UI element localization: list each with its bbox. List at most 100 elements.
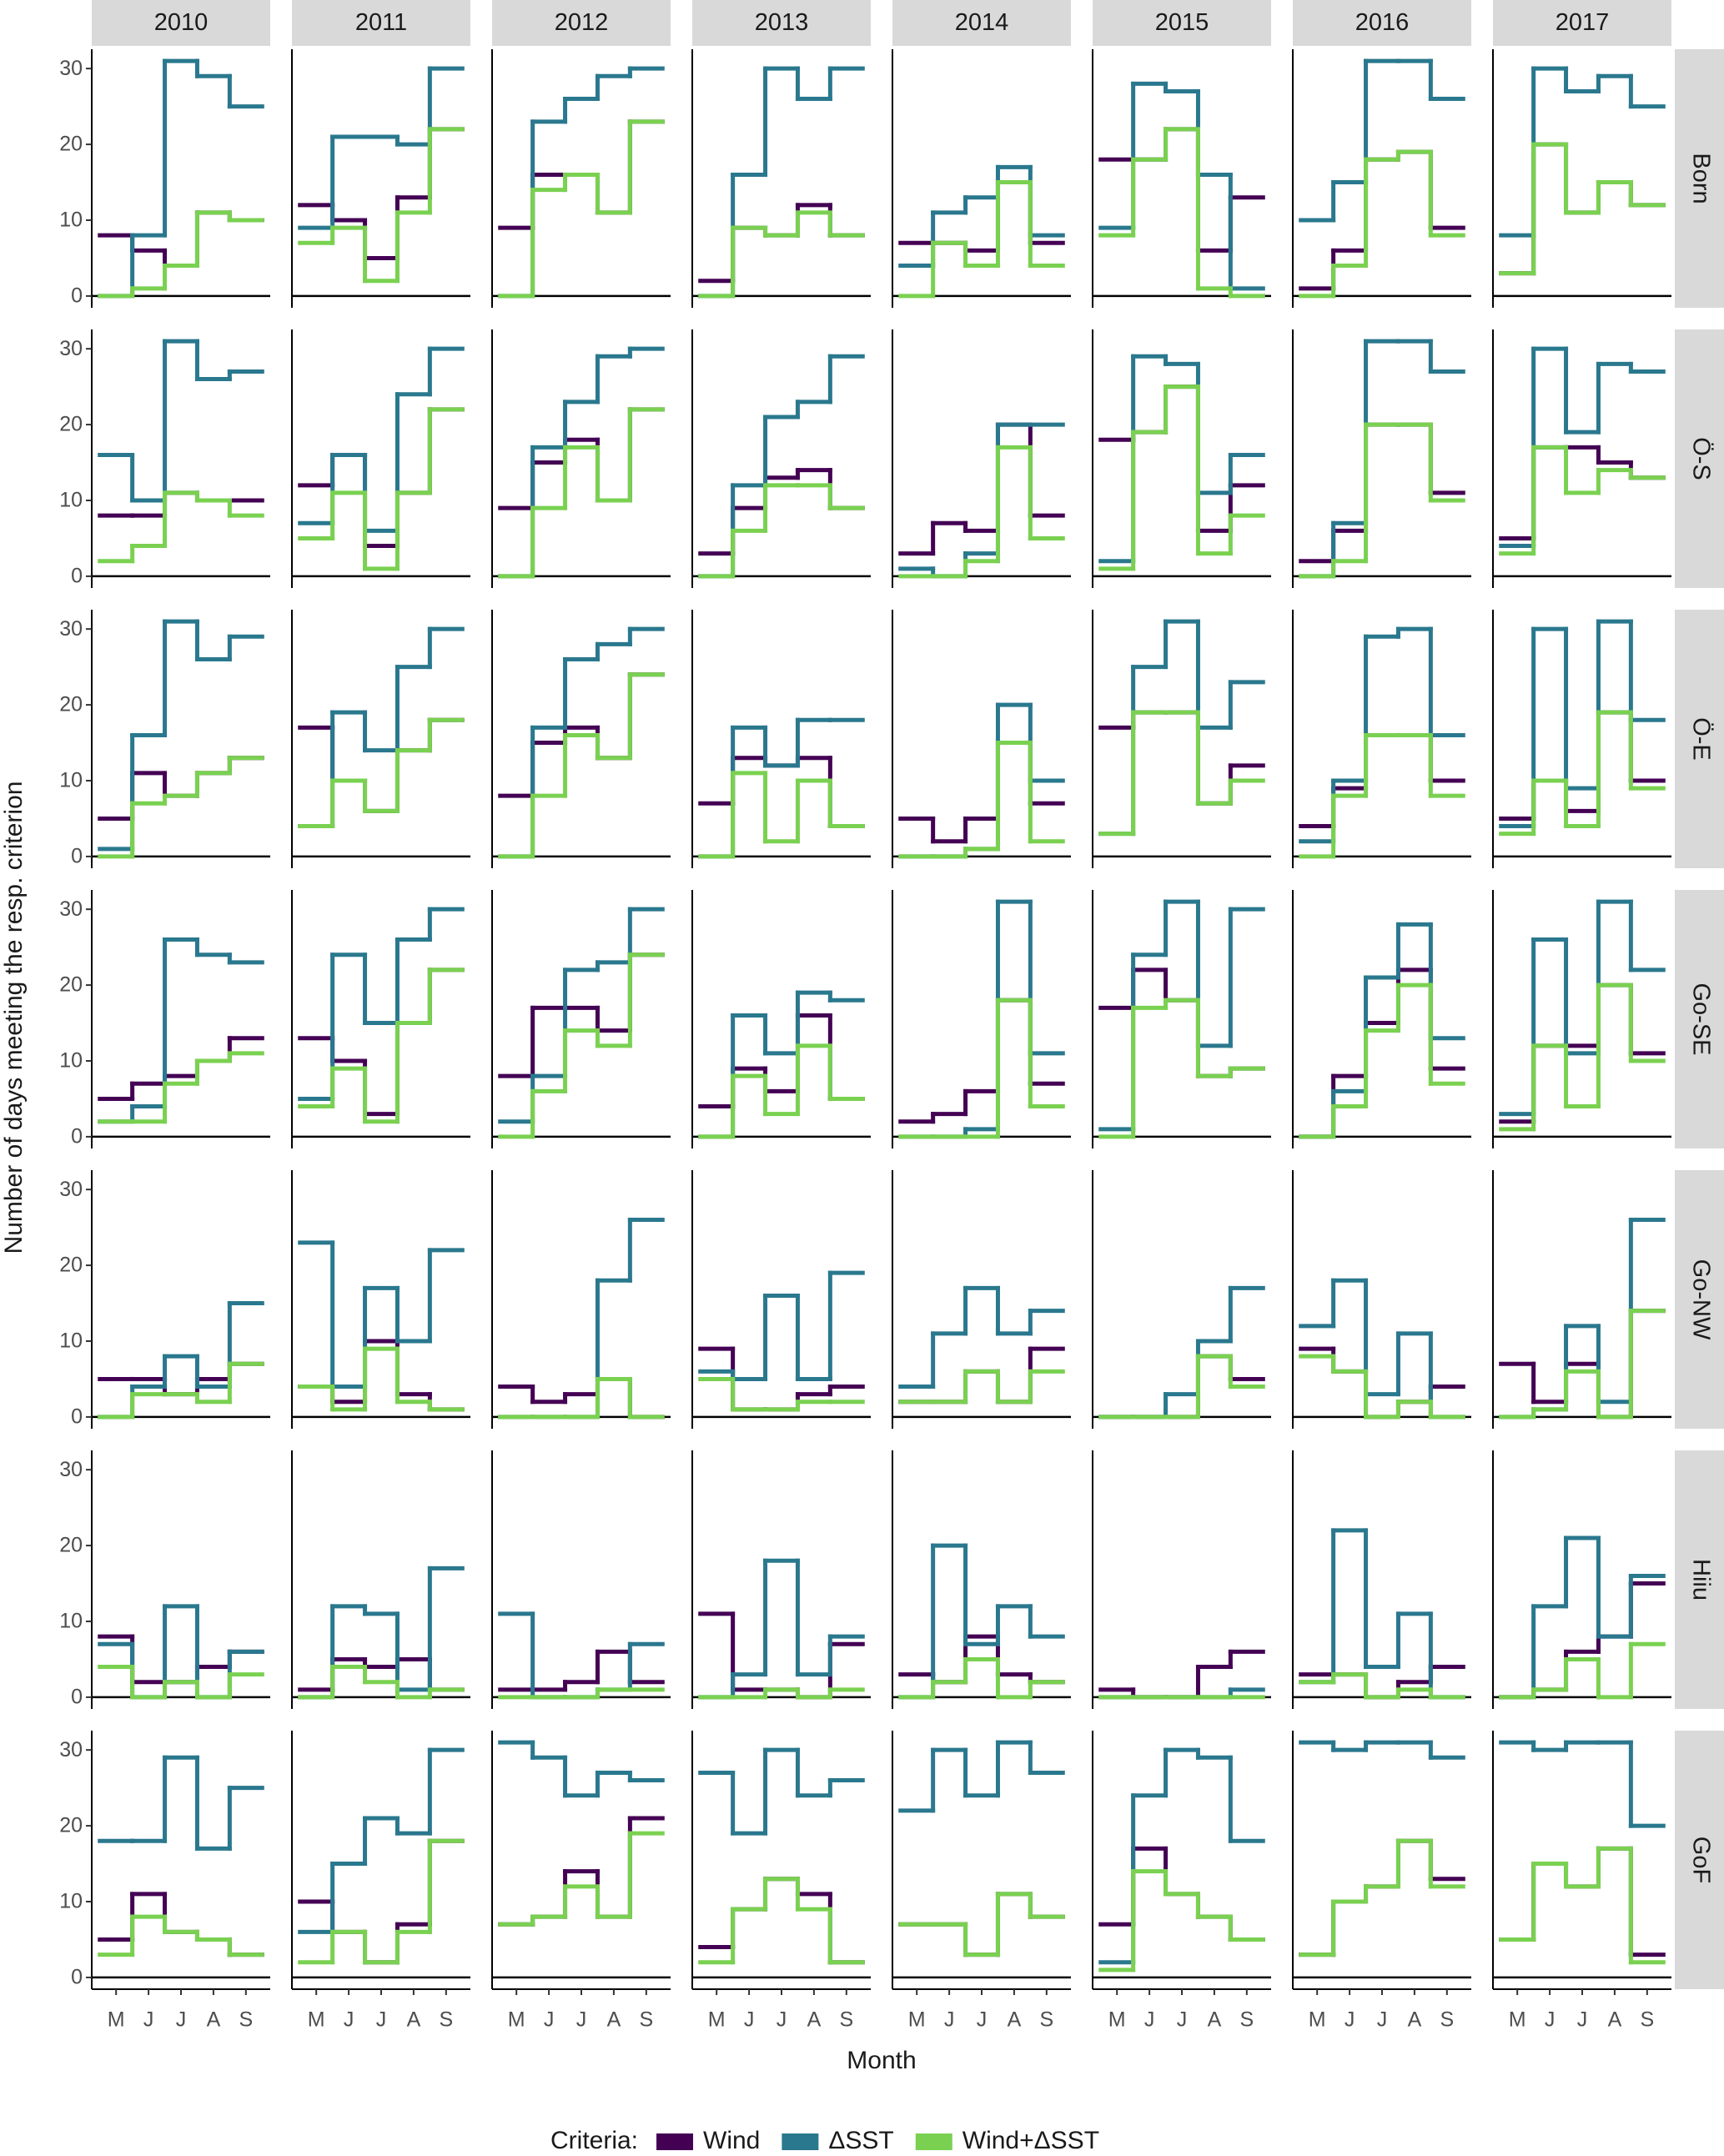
x-tick-label: M [908,2008,926,2032]
x-tick-label: A [1208,2008,1222,2032]
x-tick-label: A [207,2008,221,2032]
x-tick-label: S [1440,2008,1454,2032]
x-tick-label: J [744,2008,755,2032]
x-tick-label: A [1008,2008,1022,2032]
column-strip-label: 2016 [1355,9,1410,36]
column-strip-label: 2017 [1556,9,1610,36]
row-strip-label: GoF [1687,1837,1714,1883]
x-tick-label: M [108,2008,125,2032]
x-tick-label: J [977,2008,988,2032]
legend-title: Criteria: [550,2127,638,2154]
x-tick-label: J [376,2008,387,2032]
strip [1675,329,1724,588]
x-tick-label: J [176,2008,187,2032]
column-strip-label: 2015 [1155,9,1209,36]
y-tick-label: 10 [59,209,83,232]
strip [1093,0,1271,46]
x-tick-label: J [944,2008,955,2032]
y-tick-label: 30 [59,1458,83,1481]
y-tick-label: 30 [59,1178,83,1201]
y-tick-label: 10 [59,1329,83,1353]
row-strip-label: Ö-S [1687,437,1714,480]
strip [1293,0,1471,46]
y-tick-label: 30 [59,337,83,360]
x-tick-label: J [777,2008,787,2032]
row-strip-label: Hiiu [1687,1559,1714,1601]
strip [1675,49,1724,308]
y-tick-label: 0 [71,1966,83,1989]
y-tick-label: 30 [59,897,83,921]
y-tick-label: 10 [59,1610,83,1633]
y-tick-label: 20 [59,133,83,156]
strip [692,0,871,46]
strip [1675,610,1724,868]
x-tick-label: A [607,2008,621,2032]
y-tick-label: 20 [59,413,83,436]
legend-key [915,2133,952,2150]
strip [92,0,270,46]
x-tick-label: M [708,2008,726,2032]
y-tick-label: 20 [59,973,83,997]
x-tick-label: M [1509,2008,1526,2032]
x-tick-label: S [1039,2008,1053,2032]
x-tick-label: S [839,2008,853,2032]
x-tick-label: J [344,2008,354,2032]
strip [1675,890,1724,1148]
legend-label: ΔSST [828,2127,893,2154]
strip [1675,1450,1724,1709]
x-tick-label: S [639,2008,653,2032]
row-strip-label: Go-SE [1687,983,1714,1055]
strip [1675,1731,1724,1989]
strip [1675,1170,1724,1429]
column-strip-label: 2013 [755,9,809,36]
y-tick-label: 30 [59,617,83,641]
y-tick-label: 0 [71,1686,83,1709]
y-tick-label: 10 [59,1049,83,1073]
y-tick-label: 0 [71,1405,83,1429]
x-tick-label: A [1408,2008,1422,2032]
x-tick-label: J [576,2008,587,2032]
x-tick-label: J [1545,2008,1556,2032]
x-tick-label: J [1345,2008,1355,2032]
y-tick-label: 10 [59,489,83,512]
y-tick-label: 0 [71,845,83,868]
x-tick-label: A [1608,2008,1622,2032]
x-tick-label: J [544,2008,555,2032]
strip [1493,0,1671,46]
y-tick-label: 20 [59,1534,83,1557]
legend-label: Wind+ΔSST [963,2127,1099,2154]
x-tick-label: S [439,2008,453,2032]
x-tick-label: S [1640,2008,1654,2032]
column-strip-label: 2011 [355,9,407,36]
x-tick-label: J [1144,2008,1155,2032]
y-axis-title: Number of days meeting the resp. criteri… [0,781,28,1254]
strip [492,0,671,46]
row-strip-label: Ö-E [1687,717,1714,761]
y-tick-label: 30 [59,57,83,80]
column-strip-label: 2014 [955,9,1009,36]
x-tick-label: J [143,2008,154,2032]
x-tick-label: M [308,2008,325,2032]
x-tick-label: J [1177,2008,1188,2032]
x-tick-label: S [1239,2008,1254,2032]
row-strip-label: Go-NW [1687,1259,1714,1340]
x-tick-label: J [1377,2008,1388,2032]
x-axis-title: Month [847,2047,916,2074]
x-tick-label: J [1577,2008,1588,2032]
x-tick-label: M [1309,2008,1326,2032]
y-tick-label: 20 [59,693,83,716]
strip [292,0,470,46]
legend-label: Wind [703,2127,760,2154]
y-tick-label: 0 [71,565,83,588]
y-tick-label: 20 [59,1254,83,1277]
y-tick-label: 20 [59,1814,83,1837]
x-tick-label: A [407,2008,421,2032]
x-tick-label: M [508,2008,525,2032]
y-tick-label: 30 [59,1738,83,1761]
y-tick-label: 0 [71,1125,83,1148]
x-tick-label: S [239,2008,253,2032]
x-tick-label: M [1108,2008,1126,2032]
legend-key [656,2133,694,2150]
x-tick-label: A [807,2008,822,2032]
